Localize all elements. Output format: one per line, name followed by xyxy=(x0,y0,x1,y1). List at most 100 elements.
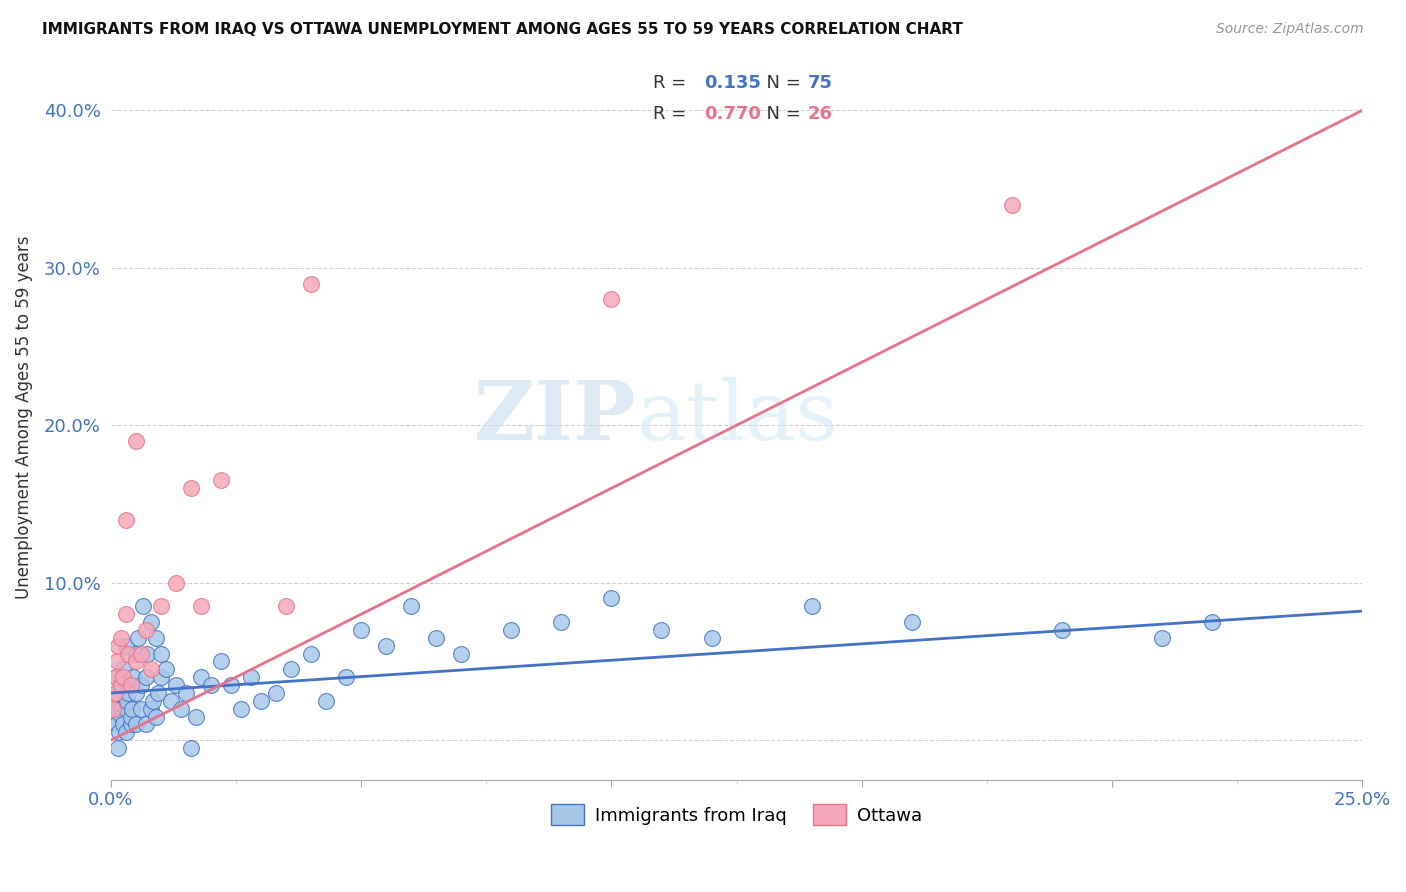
Point xyxy=(110,678,132,692)
Point xyxy=(350,623,373,637)
Point xyxy=(115,694,138,708)
Point xyxy=(121,702,143,716)
Point xyxy=(105,655,128,669)
Point xyxy=(107,639,129,653)
Point xyxy=(135,647,157,661)
Point xyxy=(114,607,136,622)
Point xyxy=(149,670,172,684)
Point xyxy=(274,599,297,614)
Point xyxy=(117,647,139,661)
Point xyxy=(190,670,212,684)
Point xyxy=(112,662,135,676)
Point xyxy=(117,686,139,700)
Point xyxy=(120,717,142,731)
Point xyxy=(110,678,132,692)
Point xyxy=(399,599,422,614)
Point xyxy=(165,575,187,590)
Point xyxy=(184,709,207,723)
Point xyxy=(501,623,523,637)
Point xyxy=(104,709,127,723)
Text: R =: R = xyxy=(652,74,697,92)
Text: ZIP: ZIP xyxy=(474,377,637,458)
Point xyxy=(174,686,197,700)
Point xyxy=(700,631,723,645)
Y-axis label: Unemployment Among Ages 55 to 59 years: Unemployment Among Ages 55 to 59 years xyxy=(15,235,32,599)
Point xyxy=(149,647,172,661)
Point xyxy=(114,639,136,653)
Point xyxy=(190,599,212,614)
Point xyxy=(170,702,193,716)
Point xyxy=(129,702,152,716)
Text: 26: 26 xyxy=(808,105,832,123)
Point xyxy=(122,670,145,684)
Point xyxy=(111,709,134,723)
Point xyxy=(600,292,623,306)
Point xyxy=(800,599,823,614)
Point xyxy=(110,702,132,716)
Text: N =: N = xyxy=(755,74,807,92)
Point xyxy=(103,702,125,716)
Text: R =: R = xyxy=(652,105,697,123)
Point xyxy=(159,694,181,708)
Text: 75: 75 xyxy=(808,74,832,92)
Point xyxy=(125,655,148,669)
Point xyxy=(425,631,447,645)
Point xyxy=(155,662,177,676)
Point xyxy=(114,725,136,739)
Point xyxy=(1001,198,1024,212)
Point xyxy=(129,647,152,661)
Text: 0.770: 0.770 xyxy=(704,105,761,123)
Point xyxy=(104,670,127,684)
Point xyxy=(180,481,202,495)
Point xyxy=(450,647,472,661)
Point xyxy=(264,686,287,700)
Point xyxy=(149,599,172,614)
Text: N =: N = xyxy=(755,105,807,123)
Point xyxy=(315,694,337,708)
Point xyxy=(901,615,924,629)
Point xyxy=(229,702,252,716)
Point xyxy=(120,709,142,723)
Point xyxy=(200,678,222,692)
Point xyxy=(114,702,136,716)
Point xyxy=(104,670,127,684)
Point xyxy=(110,631,132,645)
Point xyxy=(209,655,232,669)
Point xyxy=(1152,631,1174,645)
Point xyxy=(250,694,273,708)
Point xyxy=(165,678,187,692)
Point xyxy=(104,686,127,700)
Point xyxy=(135,623,157,637)
Point xyxy=(299,277,322,291)
Point xyxy=(108,725,131,739)
Legend: Immigrants from Iraq, Ottawa: Immigrants from Iraq, Ottawa xyxy=(540,793,932,836)
Point xyxy=(107,741,129,756)
Text: 0.135: 0.135 xyxy=(704,74,761,92)
Point xyxy=(127,631,149,645)
Point xyxy=(209,474,232,488)
Point xyxy=(135,717,157,731)
Point xyxy=(148,686,170,700)
Point xyxy=(125,717,148,731)
Point xyxy=(104,694,127,708)
Text: IMMIGRANTS FROM IRAQ VS OTTAWA UNEMPLOYMENT AMONG AGES 55 TO 59 YEARS CORRELATIO: IMMIGRANTS FROM IRAQ VS OTTAWA UNEMPLOYM… xyxy=(42,22,963,37)
Point xyxy=(112,670,135,684)
Point xyxy=(1050,623,1073,637)
Text: atlas: atlas xyxy=(637,377,838,458)
Point xyxy=(145,631,167,645)
Point xyxy=(142,694,165,708)
Point xyxy=(139,662,162,676)
Text: Source: ZipAtlas.com: Source: ZipAtlas.com xyxy=(1216,22,1364,37)
Point xyxy=(600,591,623,606)
Point xyxy=(135,670,157,684)
Point xyxy=(180,741,202,756)
Point xyxy=(125,647,148,661)
Point xyxy=(112,717,135,731)
Point xyxy=(145,709,167,723)
Point xyxy=(1201,615,1223,629)
Point xyxy=(139,702,162,716)
Point xyxy=(120,678,142,692)
Point xyxy=(129,678,152,692)
Point xyxy=(105,717,128,731)
Point xyxy=(125,434,148,448)
